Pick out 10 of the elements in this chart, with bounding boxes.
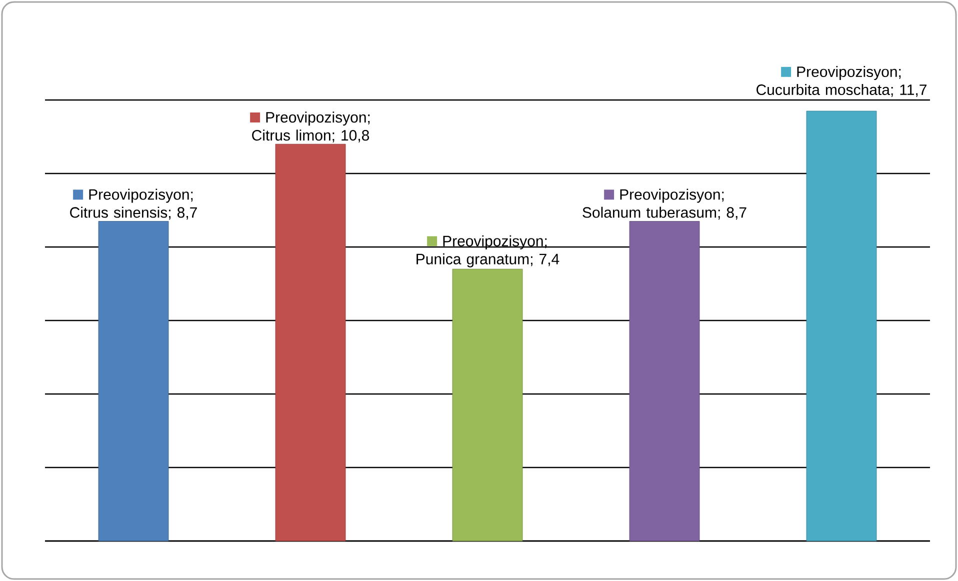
bar [452,268,523,542]
bar [806,110,877,542]
data-label: Preovipozisyon; Solanum tuberasum; 8,7 [582,188,746,220]
data-label: Preovipozisyon; Punica granatum; 7,4 [416,235,560,268]
data-label: Preovipozisyon; Citrus limon; 10,8 [252,112,370,142]
bar [275,144,346,542]
data-label: Preovipozisyon; Cucurbita moschata; 11,7 [756,66,926,97]
bar [629,221,700,542]
data-label: Preovipozisyon; Citrus sinensis; 8,7 [70,188,197,220]
bar [98,221,169,542]
